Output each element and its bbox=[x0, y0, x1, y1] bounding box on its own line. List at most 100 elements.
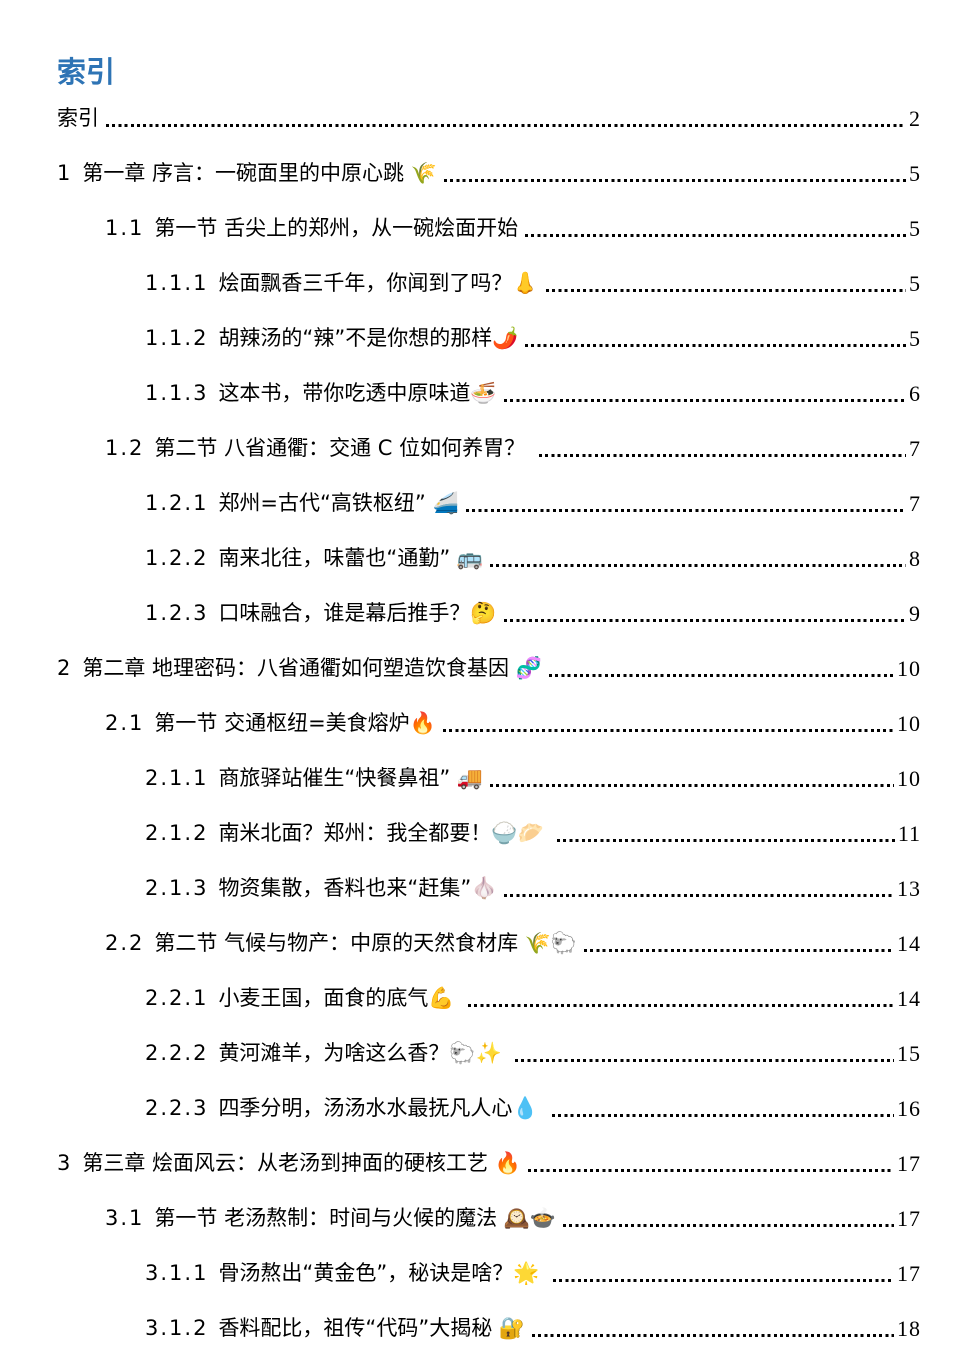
toc-entry-number: 2.2.1 bbox=[145, 985, 209, 1010]
toc-entry-number: 2.1 bbox=[105, 710, 145, 735]
toc-entry-title: 口味融合，谁是幕后推手？🤔 bbox=[218, 600, 497, 625]
toc-list: 索引 2 1 第一章 序言：一碗面里的中原心跳 🌾 5 1.1 第一节 舌尖上的郑州，从一碗… bbox=[57, 106, 921, 1341]
toc-entry-title: 胡辣汤的“辣”不是你想的那样🌶️ bbox=[218, 325, 519, 350]
toc-entry[interactable]: 1.1 第一节 舌尖上的郑州，从一碗烩面开始 5 bbox=[57, 216, 921, 241]
toc-entry-title: 南来北往，味蕾也“通勤” 🚌 bbox=[218, 545, 484, 570]
toc-entry[interactable]: 索引 2 bbox=[57, 106, 921, 131]
toc-leader-dots bbox=[503, 618, 906, 622]
toc-entry-number: 1.1 bbox=[105, 215, 145, 240]
toc-leader-dots bbox=[525, 233, 906, 237]
toc-entry-number: 1 bbox=[57, 160, 73, 185]
toc-page-number: 9 bbox=[909, 600, 921, 626]
toc-entry[interactable]: 3 第三章 烩面风云：从老汤到抻面的硬核工艺 🔥 17 bbox=[57, 1151, 921, 1176]
toc-entry[interactable]: 2.2.1 小麦王国，面食的底气💪 14 bbox=[57, 986, 921, 1011]
toc-entry[interactable]: 1.2 第二节 八省通衢：交通 C 位如何养胃？ 7 bbox=[57, 436, 921, 461]
toc-leader-dots bbox=[442, 728, 894, 732]
toc-entry-number: 3.1.2 bbox=[145, 1315, 209, 1340]
toc-entry-number: 1.1.3 bbox=[145, 380, 209, 405]
toc-leader-dots bbox=[538, 453, 906, 457]
toc-page-number: 14 bbox=[897, 930, 921, 956]
toc-entry[interactable]: 2.1 第一节 交通枢纽=美食熔炉🔥 10 bbox=[57, 711, 921, 736]
toc-entry-title: 四季分明，汤汤水水最抚凡人心💧 bbox=[218, 1095, 546, 1120]
toc-entry-title: 骨汤熬出“黄金色”，秘诀是啥？🌟 bbox=[218, 1260, 547, 1285]
toc-page-number: 10 bbox=[897, 765, 921, 791]
toc-page-number: 13 bbox=[897, 875, 921, 901]
toc-entry-number: 2.2.3 bbox=[145, 1095, 209, 1120]
toc-entry-title: 第二节 气候与物产：中原的天然食材库 🌾🐑 bbox=[154, 930, 578, 955]
toc-entry-number: 2.1.1 bbox=[145, 765, 209, 790]
toc-entry[interactable]: 2 第二章 地理密码：八省通衢如何塑造饮食基因 🧬 10 bbox=[57, 656, 921, 681]
toc-page-number: 5 bbox=[909, 270, 921, 296]
toc-entry-title: 香料配比，祖传“代码”大揭秘 🔐 bbox=[218, 1315, 526, 1340]
toc-entry-number: 1.1.2 bbox=[145, 325, 209, 350]
toc-entry-number: 1.1.1 bbox=[145, 270, 209, 295]
toc-leader-dots bbox=[532, 1333, 894, 1337]
toc-entry[interactable]: 1.2.1 郑州=古代“高铁枢纽” 🚄 7 bbox=[57, 491, 921, 516]
toc-entry[interactable]: 3.1.2 香料配比，祖传“代码”大揭秘 🔐 18 bbox=[57, 1316, 921, 1341]
toc-entry-number: 2.1.2 bbox=[145, 820, 209, 845]
toc-entry[interactable]: 2.1.2 南米北面？郑州：我全都要！🍚🥟 11 bbox=[57, 821, 921, 846]
toc-entry-title: 郑州=古代“高铁枢纽” 🚄 bbox=[218, 490, 459, 515]
toc-page-number: 15 bbox=[897, 1040, 921, 1066]
toc-entry[interactable]: 1.1.1 烩面飘香三千年，你闻到了吗？👃 5 bbox=[57, 271, 921, 296]
toc-entry-number: 3.1.1 bbox=[145, 1260, 209, 1285]
toc-entry-title: 第一节 舌尖上的郑州，从一碗烩面开始 bbox=[154, 215, 519, 240]
toc-entry-title: 第一节 交通枢纽=美食熔炉🔥 bbox=[154, 710, 436, 735]
toc-leader-dots bbox=[468, 1003, 894, 1007]
toc-entry-number: 1.2 bbox=[105, 435, 145, 460]
toc-page-number: 14 bbox=[897, 985, 921, 1011]
toc-leader-dots bbox=[552, 1113, 894, 1117]
toc-entry[interactable]: 2.1.3 物资集散，香料也来“赶集”🧄 13 bbox=[57, 876, 921, 901]
toc-entry[interactable]: 2.2.3 四季分明，汤汤水水最抚凡人心💧 16 bbox=[57, 1096, 921, 1121]
toc-page-number: 16 bbox=[897, 1095, 921, 1121]
toc-page-number: 10 bbox=[897, 655, 921, 681]
toc-leader-dots bbox=[557, 838, 895, 842]
toc-entry[interactable]: 2.1.1 商旅驿站催生“快餐鼻祖” 🚚 10 bbox=[57, 766, 921, 791]
toc-entry[interactable]: 1.1.2 胡辣汤的“辣”不是你想的那样🌶️ 5 bbox=[57, 326, 921, 351]
toc-entry-number: 3 bbox=[57, 1150, 73, 1175]
toc-leader-dots bbox=[504, 893, 894, 897]
toc-page-number: 5 bbox=[909, 160, 921, 186]
toc-entry-title: 第二章 地理密码：八省通衢如何塑造饮食基因 🧬 bbox=[82, 655, 542, 680]
toc-entry-number: 3.1 bbox=[105, 1205, 145, 1230]
toc-entry-number: 2.2.2 bbox=[145, 1040, 209, 1065]
toc-leader-dots bbox=[503, 398, 906, 402]
toc-page-number: 5 bbox=[909, 215, 921, 241]
toc-page-number: 2 bbox=[909, 105, 921, 131]
toc-page-number: 8 bbox=[909, 545, 921, 571]
toc-entry-title: 第二节 八省通衢：交通 C 位如何养胃？ bbox=[154, 435, 532, 460]
toc-entry-title: 这本书，带你吃透中原味道🍜 bbox=[218, 380, 497, 405]
toc-entry[interactable]: 3.1 第一节 老汤熬制：时间与火候的魔法 🕰️🍲 17 bbox=[57, 1206, 921, 1231]
toc-page-number: 6 bbox=[909, 380, 921, 406]
toc-leader-dots bbox=[465, 508, 906, 512]
toc-entry[interactable]: 3.1.1 骨汤熬出“黄金色”，秘诀是啥？🌟 17 bbox=[57, 1261, 921, 1286]
toc-leader-dots bbox=[515, 1058, 894, 1062]
toc-entry-title: 索引 bbox=[57, 105, 99, 130]
toc-entry-title: 第三章 烩面风云：从老汤到抻面的硬核工艺 🔥 bbox=[82, 1150, 521, 1175]
toc-page-number: 7 bbox=[909, 490, 921, 516]
toc-entry[interactable]: 1.1.3 这本书，带你吃透中原味道🍜 6 bbox=[57, 381, 921, 406]
toc-entry-number: 1.2.1 bbox=[145, 490, 209, 515]
toc-entry[interactable]: 1.2.3 口味融合，谁是幕后推手？🤔 9 bbox=[57, 601, 921, 626]
toc-leader-dots bbox=[106, 123, 906, 127]
toc-leader-dots bbox=[545, 288, 906, 292]
toc-entry[interactable]: 2.2.2 黄河滩羊，为啥这么香？🐑✨ 15 bbox=[57, 1041, 921, 1066]
toc-page-number: 10 bbox=[897, 710, 921, 736]
toc-entry[interactable]: 1 第一章 序言：一碗面里的中原心跳 🌾 5 bbox=[57, 161, 921, 186]
toc-leader-dots bbox=[525, 343, 906, 347]
toc-page-number: 17 bbox=[897, 1205, 921, 1231]
toc-page-number: 17 bbox=[897, 1150, 921, 1176]
toc-leader-dots bbox=[527, 1168, 894, 1172]
toc-entry[interactable]: 2.2 第二节 气候与物产：中原的天然食材库 🌾🐑 14 bbox=[57, 931, 921, 956]
toc-leader-dots bbox=[584, 948, 894, 952]
toc-page-number: 18 bbox=[897, 1315, 921, 1341]
toc-entry[interactable]: 1.2.2 南来北往，味蕾也“通勤” 🚌 8 bbox=[57, 546, 921, 571]
toc-page-number: 5 bbox=[909, 325, 921, 351]
toc-entry-number: 2.1.3 bbox=[145, 875, 209, 900]
toc-leader-dots bbox=[563, 1223, 894, 1227]
toc-leader-dots bbox=[490, 783, 894, 787]
toc-entry-title: 物资集散，香料也来“赶集”🧄 bbox=[218, 875, 498, 900]
toc-leader-dots bbox=[553, 1278, 894, 1282]
toc-entry-title: 第一节 老汤熬制：时间与火候的魔法 🕰️🍲 bbox=[154, 1205, 557, 1230]
